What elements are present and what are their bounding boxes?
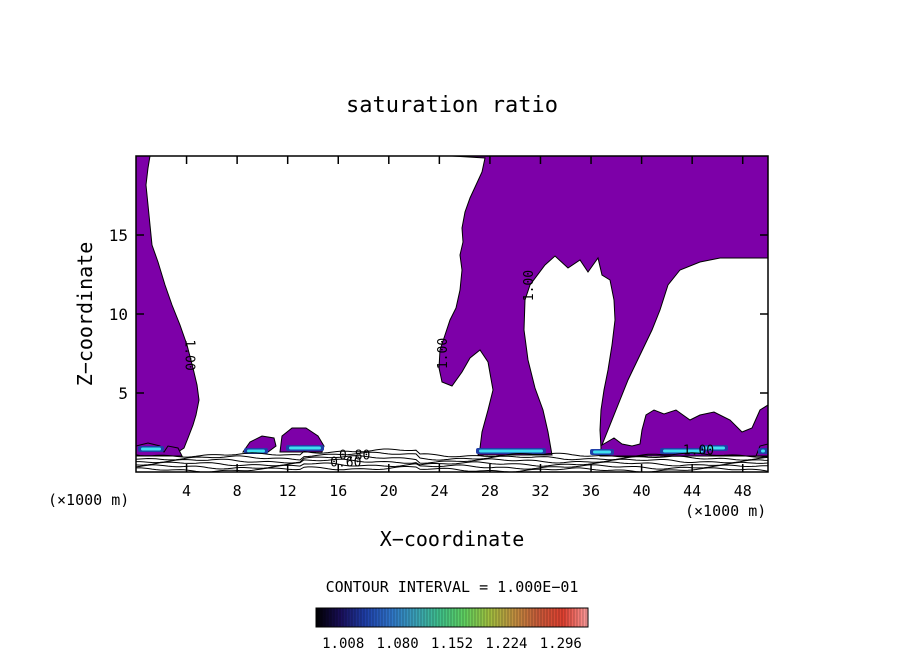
streak-core: [289, 446, 321, 450]
streak-core: [703, 446, 725, 450]
surface-contour: [136, 455, 768, 464]
surface-contour: [136, 462, 768, 470]
surface-contour: [136, 448, 768, 458]
contour-label: 1.00: [436, 338, 451, 369]
high-saturation-streaks: [138, 445, 768, 455]
surface-contour: [136, 466, 768, 472]
colorbar-tick-labels: 1.008 1.080 1.152 1.224 1.296: [322, 636, 582, 652]
y-axis-label: Z−coordinate: [73, 242, 97, 387]
surface-contour: [136, 451, 768, 461]
contour-label: 1.00: [683, 444, 714, 459]
x-axis-ticks: 4 8 12 16 20 24 28 32 36 40 44 48: [182, 156, 752, 500]
y-axis-ticks: 5 10 15: [109, 226, 768, 403]
x-tick-label: 8: [233, 482, 242, 500]
x-tick-label: 36: [582, 482, 600, 500]
colorbar-tick-label: 1.296: [540, 636, 582, 652]
colorbar-tick-label: 1.008: [322, 636, 364, 652]
x-tick-label: 28: [481, 482, 499, 500]
y-tick-label: 10: [109, 305, 128, 324]
x-tick-label: 4: [182, 482, 191, 500]
colorbar-stripes: [318, 608, 587, 627]
x-tick-label: 32: [531, 482, 549, 500]
contour-label: 0.60: [330, 455, 361, 470]
x-tick-label: 44: [683, 482, 701, 500]
x-units-left: (×1000 m): [48, 491, 129, 509]
y-tick-label: 5: [118, 384, 128, 403]
colorbar-tick-label: 1.224: [485, 636, 527, 652]
x-tick-label: 40: [633, 482, 651, 500]
x-units-right: (×1000 m): [685, 502, 766, 520]
x-tick-label: 24: [430, 482, 448, 500]
contour-label: 1.00: [181, 339, 196, 370]
chart-title: saturation ratio: [346, 93, 558, 118]
streak-core: [761, 449, 765, 453]
x-tick-label: 12: [279, 482, 297, 500]
streak-core: [593, 450, 611, 454]
colorbar: 1.008 1.080 1.152 1.224 1.296: [315, 607, 589, 652]
contour-interval-text: CONTOUR INTERVAL = 1.000E−01: [326, 578, 579, 596]
colorbar-tick-label: 1.152: [431, 636, 473, 652]
x-tick-label: 48: [734, 482, 752, 500]
contour-label: 0.80: [339, 448, 370, 463]
y-tick-label: 15: [109, 226, 128, 245]
supersaturation-region-center: [438, 156, 768, 457]
plot-area: 1.00 1.00 1.00 1.00 0.800.60: [136, 156, 768, 472]
surface-contour-lines: [136, 448, 768, 472]
surface-contour: [136, 458, 768, 467]
streak-core: [479, 449, 543, 453]
streak-core: [141, 447, 161, 451]
colorbar-scale: [315, 607, 589, 628]
streak-core: [663, 449, 703, 453]
contour-labels: 1.00 1.00 1.00 1.00 0.800.60: [181, 270, 714, 471]
streak-core: [247, 449, 265, 453]
x-axis-label: X−coordinate: [380, 527, 525, 551]
contour-label: 1.00: [522, 270, 537, 301]
x-tick-label: 20: [380, 482, 398, 500]
x-tick-label: 16: [329, 482, 347, 500]
colorbar-tick-label: 1.080: [377, 636, 419, 652]
